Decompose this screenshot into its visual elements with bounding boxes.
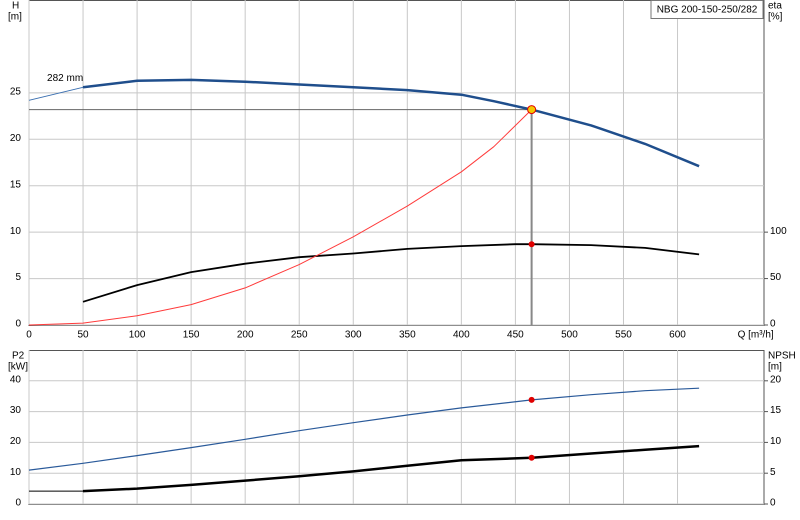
x-tick-label: 0 — [26, 330, 32, 341]
curve-label: 282 mm — [47, 73, 83, 84]
y-tick-label: 40 — [10, 374, 22, 385]
y-axis-title: P2 — [12, 351, 25, 362]
curve — [28, 86, 84, 101]
x-tick-label: 50 — [77, 330, 89, 341]
y-tick-label: 30 — [10, 405, 22, 416]
y-tick-label: 20 — [10, 436, 22, 447]
title-box — [650, 0, 764, 19]
operating-point — [528, 241, 535, 248]
x-tick-label: 450 — [507, 330, 524, 341]
y2-tick-label: 15 — [770, 405, 782, 416]
y2-tick-label: 0 — [770, 498, 776, 509]
x-tick-label: 300 — [345, 330, 362, 341]
y-tick-label: 0 — [15, 498, 21, 509]
x-tick-label: 350 — [399, 330, 416, 341]
y2-tick-label: 20 — [770, 374, 782, 385]
y2-axis-title: eta — [768, 1, 782, 12]
y2-tick-label: 10 — [770, 436, 782, 447]
x-tick-label: 250 — [291, 330, 308, 341]
x-tick-label: 600 — [669, 330, 686, 341]
operating-point — [528, 396, 535, 403]
y2-axis-unit: [%] — [768, 12, 783, 23]
y-tick-label: 5 — [15, 272, 21, 283]
chart-title: NBG 200-150-250/282 — [657, 5, 758, 16]
x-tick-label: 100 — [129, 330, 146, 341]
y-axis-unit: [m] — [8, 12, 22, 23]
y2-axis-unit: [m] — [768, 362, 782, 373]
plot-frame — [28, 350, 765, 505]
x-tick-label: 400 — [453, 330, 470, 341]
y-axis-title: H — [12, 1, 19, 12]
curve — [82, 78, 700, 168]
y-tick-label: 20 — [10, 133, 22, 144]
y-tick-label: 10 — [10, 226, 22, 237]
x-tick-label: 500 — [561, 330, 578, 341]
y2-tick-label: 5 — [770, 467, 776, 478]
y-tick-label: 15 — [10, 179, 22, 190]
plot-frame — [28, 0, 765, 326]
operating-point — [528, 454, 535, 461]
curve — [82, 444, 700, 493]
operating-point — [527, 105, 537, 115]
x-tick-label: 550 — [615, 330, 632, 341]
y-tick-label: 0 — [15, 319, 21, 330]
x-tick-label: 150 — [183, 330, 200, 341]
y2-tick-label: 100 — [770, 226, 787, 237]
curve — [28, 387, 700, 471]
y-tick-label: 10 — [10, 467, 22, 478]
curve — [28, 109, 532, 326]
y-axis-unit: [kW] — [8, 362, 28, 373]
y2-axis-title: NPSH — [768, 351, 796, 362]
x-tick-label: 200 — [237, 330, 254, 341]
y2-tick-label: 50 — [770, 272, 782, 283]
x-axis-title: Q [m³/h] — [738, 330, 774, 341]
y-tick-label: 25 — [10, 86, 22, 97]
y2-tick-label: 0 — [770, 319, 776, 330]
curve — [82, 243, 700, 303]
